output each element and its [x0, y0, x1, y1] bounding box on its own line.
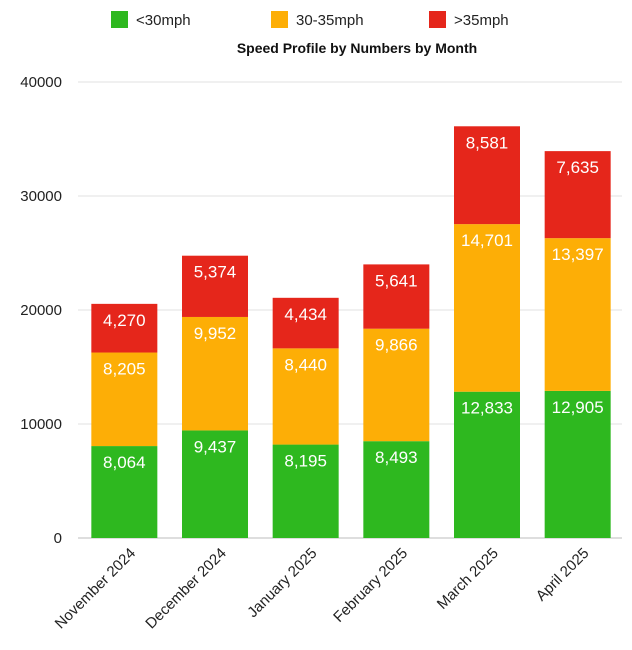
- x-tick-label: February 2025: [330, 545, 411, 626]
- bar-segment-under-30mph: [182, 430, 248, 538]
- data-label-30-35mph: 9,866: [375, 336, 418, 355]
- bar-segment-30-35mph: [91, 352, 158, 447]
- bar-segment-over-35mph: [91, 303, 158, 353]
- bars: 8,064 8,205 4,270 9,437 9,952 5,374 8,195 8,440…: [91, 126, 611, 538]
- x-axis: November 2024 December 2024 January 2025 Fe…: [52, 545, 593, 632]
- y-tick-label: 20000: [20, 302, 62, 319]
- bar-segment-over-35mph: [544, 151, 611, 239]
- legend-label-under-30mph: <30mph: [136, 12, 191, 29]
- x-tick-label: January 2025: [244, 545, 320, 621]
- y-tick-label: 10000: [20, 416, 62, 433]
- data-label-under-30mph: 8,064: [103, 453, 146, 472]
- chart-title: Speed Profile by Numbers by Month: [237, 40, 477, 56]
- bar-segment-30-35mph: [363, 328, 430, 442]
- data-label-over-35mph: 5,641: [375, 271, 418, 290]
- legend: <30mph 30-35mph >35mph: [111, 11, 509, 29]
- legend-swatch-over-35mph: [429, 11, 446, 28]
- data-label-under-30mph: 9,437: [194, 437, 237, 456]
- gridlines: [78, 81, 622, 539]
- x-tick-label: April 2025: [533, 545, 593, 605]
- bar-segment-over-35mph: [454, 126, 520, 225]
- bar-segment-under-30mph: [454, 391, 520, 538]
- data-label-30-35mph: 8,440: [284, 355, 327, 374]
- data-label-30-35mph: 8,205: [103, 360, 146, 379]
- bar-segment-over-35mph: [272, 297, 339, 349]
- data-label-under-30mph: 8,493: [375, 448, 418, 467]
- x-tick-label: December 2024: [142, 545, 229, 632]
- bar-segment-30-35mph: [544, 238, 611, 391]
- bar-segment-over-35mph: [363, 264, 430, 329]
- bar-segment-under-30mph: [272, 444, 339, 538]
- bar-segment-under-30mph: [91, 446, 158, 538]
- legend-swatch-30-35mph: [271, 11, 288, 28]
- data-label-over-35mph: 8,581: [466, 133, 509, 152]
- data-label-30-35mph: 13,397: [552, 245, 604, 264]
- data-label-under-30mph: 12,905: [552, 398, 604, 417]
- bar-segment-30-35mph: [272, 348, 339, 445]
- legend-label-over-35mph: >35mph: [454, 12, 509, 29]
- legend-swatch-under-30mph: [111, 11, 128, 28]
- data-label-30-35mph: 14,701: [461, 231, 513, 250]
- data-label-over-35mph: 4,434: [284, 305, 327, 324]
- y-tick-label: 0: [54, 530, 62, 547]
- y-tick-label: 40000: [20, 74, 62, 91]
- x-tick-label: November 2024: [52, 545, 139, 632]
- data-label-under-30mph: 12,833: [461, 399, 513, 418]
- y-tick-label: 30000: [20, 188, 62, 205]
- data-label-over-35mph: 4,270: [103, 311, 146, 330]
- bar-segment-30-35mph: [182, 316, 248, 431]
- bar-segment-30-35mph: [454, 224, 520, 392]
- bar-segment-under-30mph: [544, 390, 611, 538]
- bar-segment-under-30mph: [363, 441, 430, 538]
- bar-segment-over-35mph: [182, 255, 248, 317]
- data-label-over-35mph: 5,374: [194, 263, 237, 282]
- data-label-under-30mph: 8,195: [284, 452, 327, 471]
- legend-label-30-35mph: 30-35mph: [296, 12, 364, 29]
- data-label-30-35mph: 9,952: [194, 324, 237, 343]
- y-axis: 0 10000 20000 30000 40000: [20, 74, 62, 547]
- data-label-over-35mph: 7,635: [556, 158, 599, 177]
- x-tick-label: March 2025: [434, 545, 502, 613]
